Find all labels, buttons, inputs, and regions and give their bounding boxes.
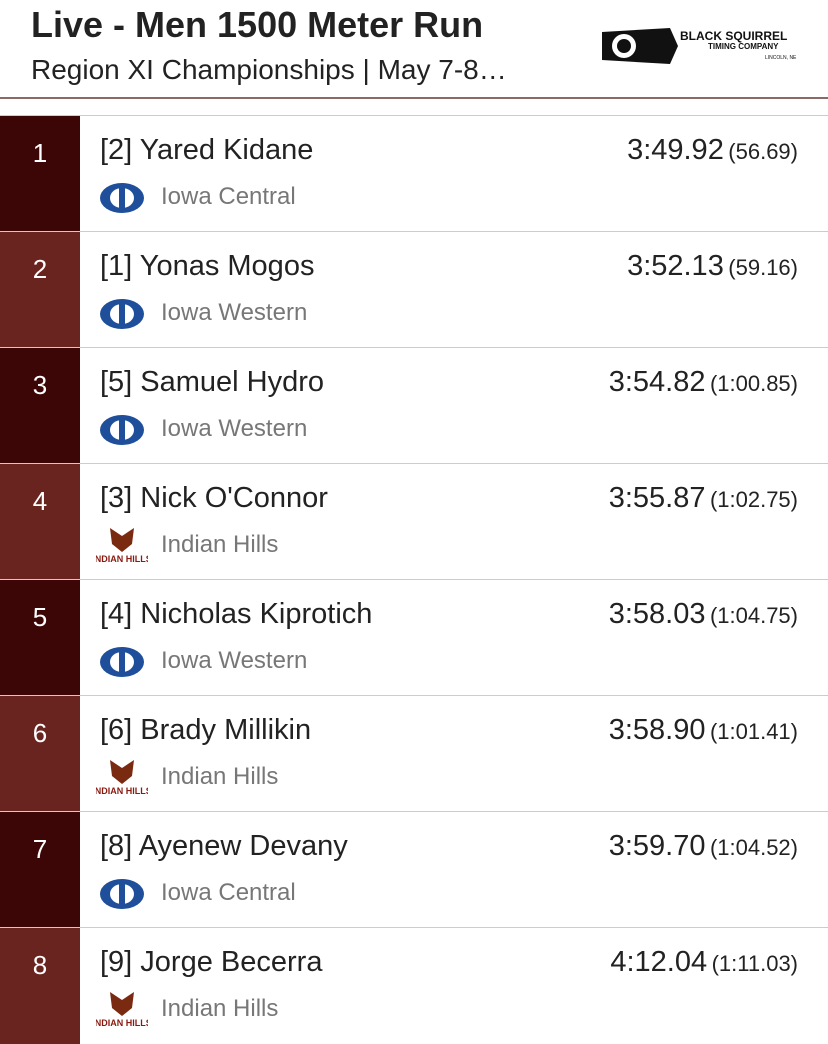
- time: 3:52.13: [627, 250, 724, 282]
- place: 2: [32, 254, 48, 284]
- team-name: Iowa Western: [161, 647, 308, 674]
- time: 3:54.82: [608, 366, 706, 398]
- place: 7: [32, 834, 48, 864]
- place: 3: [32, 370, 48, 400]
- time-box: 3:58.90 (1:01.41): [609, 714, 798, 747]
- logo-icon: [602, 28, 678, 64]
- team-logo: INDIAN HILLS: [96, 528, 148, 564]
- header: Live - Men 1500 Meter Run Region XI Cham…: [0, 0, 828, 99]
- result-row: 3 [5] Samuel Hydro Iowa Western 3:54.82 (1:…: [0, 347, 828, 464]
- team-logo: INDIAN HILLS: [96, 992, 148, 1028]
- split: (1:11.03): [711, 951, 798, 976]
- place-cell: 1: [0, 116, 80, 232]
- time-box: 3:58.03 (1:04.75): [609, 598, 798, 631]
- time-box: 4:12.04 (1:11.03): [610, 946, 798, 979]
- team-logo: INDIAN HILLS: [96, 760, 148, 796]
- logo-shape: [110, 760, 134, 784]
- logo-text: INDIAN HILLS: [96, 786, 148, 796]
- result-row: 5 [4] Nicholas Kiprotich Iowa Western 3:58.…: [0, 579, 828, 696]
- athlete-name: [5] Samuel Hydro: [100, 366, 325, 398]
- result-row: 6 [6] Brady Millikin Indian Hills 3:58.90 (…: [0, 695, 828, 812]
- time-box: 3:55.87 (1:02.75): [609, 482, 798, 515]
- time-box: 3:54.82 (1:00.85): [609, 366, 798, 399]
- athlete-name: [2] Yared Kidane: [100, 134, 314, 166]
- place-cell: 5: [0, 580, 80, 696]
- athlete-name: [8] Ayenew Devany: [100, 830, 348, 862]
- logo-shape: [119, 304, 125, 324]
- athlete-name: [4] Nicholas Kiprotich: [100, 598, 373, 630]
- place: 8: [32, 950, 48, 980]
- logo-shape: [119, 420, 125, 440]
- split: (59.16): [728, 255, 798, 280]
- team-logo: [100, 183, 144, 213]
- team-name: Indian Hills: [161, 763, 279, 790]
- place-cell: 8: [0, 928, 80, 1044]
- place: 4: [32, 486, 48, 516]
- place-cell: 4: [0, 464, 80, 580]
- logo-shape: [110, 528, 134, 552]
- logo-text: TIMING COMPANY: [708, 42, 779, 51]
- page-title: Live - Men 1500 Meter Run: [31, 4, 484, 45]
- logo-shape: [119, 884, 125, 904]
- place-cell: 7: [0, 812, 80, 928]
- result-row: 7 [8] Ayenew Devany Iowa Central 3:59.70 (1…: [0, 811, 828, 928]
- logo-text: INDIAN HILLS: [96, 1018, 148, 1028]
- split: (1:02.75): [709, 487, 798, 512]
- page-subtitle: Region XI Championships | May 7-8…: [31, 54, 507, 85]
- timing-logo: BLACK SQUIRREL TIMING COMPANY LINCOLN, N…: [600, 26, 800, 66]
- logo-text: LINCOLN, NE: [765, 55, 797, 61]
- team-logo: [100, 647, 144, 677]
- time-box: 3:49.92 (56.69): [627, 134, 798, 167]
- time: 3:58.90: [608, 714, 706, 746]
- result-row: 8 [9] Jorge Becerra Indian Hills 4:12.04 (1…: [0, 927, 828, 1044]
- place: 1: [32, 138, 48, 168]
- athlete-name: [9] Jorge Becerra: [100, 946, 323, 978]
- logo-shape: [119, 652, 125, 672]
- team-name: Iowa Western: [161, 299, 308, 326]
- split: (1:00.85): [709, 371, 798, 396]
- place: 5: [32, 602, 48, 632]
- logo-text: BLACK SQUIRREL: [680, 29, 788, 43]
- place: 6: [32, 718, 48, 748]
- athlete-name: [3] Nick O'Connor: [100, 482, 328, 514]
- team-logo: [100, 415, 144, 445]
- time: 4:12.04: [610, 946, 708, 978]
- team-name: Iowa Central: [161, 879, 296, 906]
- team-name: Indian Hills: [161, 995, 279, 1022]
- split: (1:04.52): [709, 835, 798, 860]
- team-logo: [100, 879, 144, 909]
- time: 3:59.70: [608, 830, 706, 862]
- logo-shape: [119, 188, 125, 208]
- time: 3:49.92: [627, 134, 724, 166]
- time: 3:55.87: [608, 482, 706, 514]
- team-name: Iowa Western: [161, 415, 308, 442]
- team-name: Indian Hills: [161, 531, 279, 558]
- team-name: Iowa Central: [161, 183, 296, 210]
- team-logo: [100, 299, 144, 329]
- athlete-name: [6] Brady Millikin: [100, 714, 312, 746]
- athlete-name: [1] Yonas Mogos: [100, 250, 315, 282]
- result-row: 2 [1] Yonas Mogos Iowa Western 3:52.13 (59.…: [0, 231, 828, 348]
- split: (56.69): [728, 139, 798, 164]
- split: (1:01.41): [709, 719, 798, 744]
- place-cell: 3: [0, 348, 80, 464]
- logo-text: INDIAN HILLS: [96, 554, 148, 564]
- place-cell: 2: [0, 232, 80, 348]
- time: 3:58.03: [608, 598, 706, 630]
- result-row: 4 [3] Nick O'Connor Indian Hills 3:55.87 (1…: [0, 463, 828, 580]
- split: (1:04.75): [709, 603, 798, 628]
- logo-shape: [110, 992, 134, 1016]
- result-row: 1 [2] Yared Kidane Iowa Central 3:49.92 (56…: [0, 115, 828, 232]
- place-cell: 6: [0, 696, 80, 812]
- time-box: 3:59.70 (1:04.52): [609, 830, 798, 863]
- time-box: 3:52.13 (59.16): [627, 250, 798, 283]
